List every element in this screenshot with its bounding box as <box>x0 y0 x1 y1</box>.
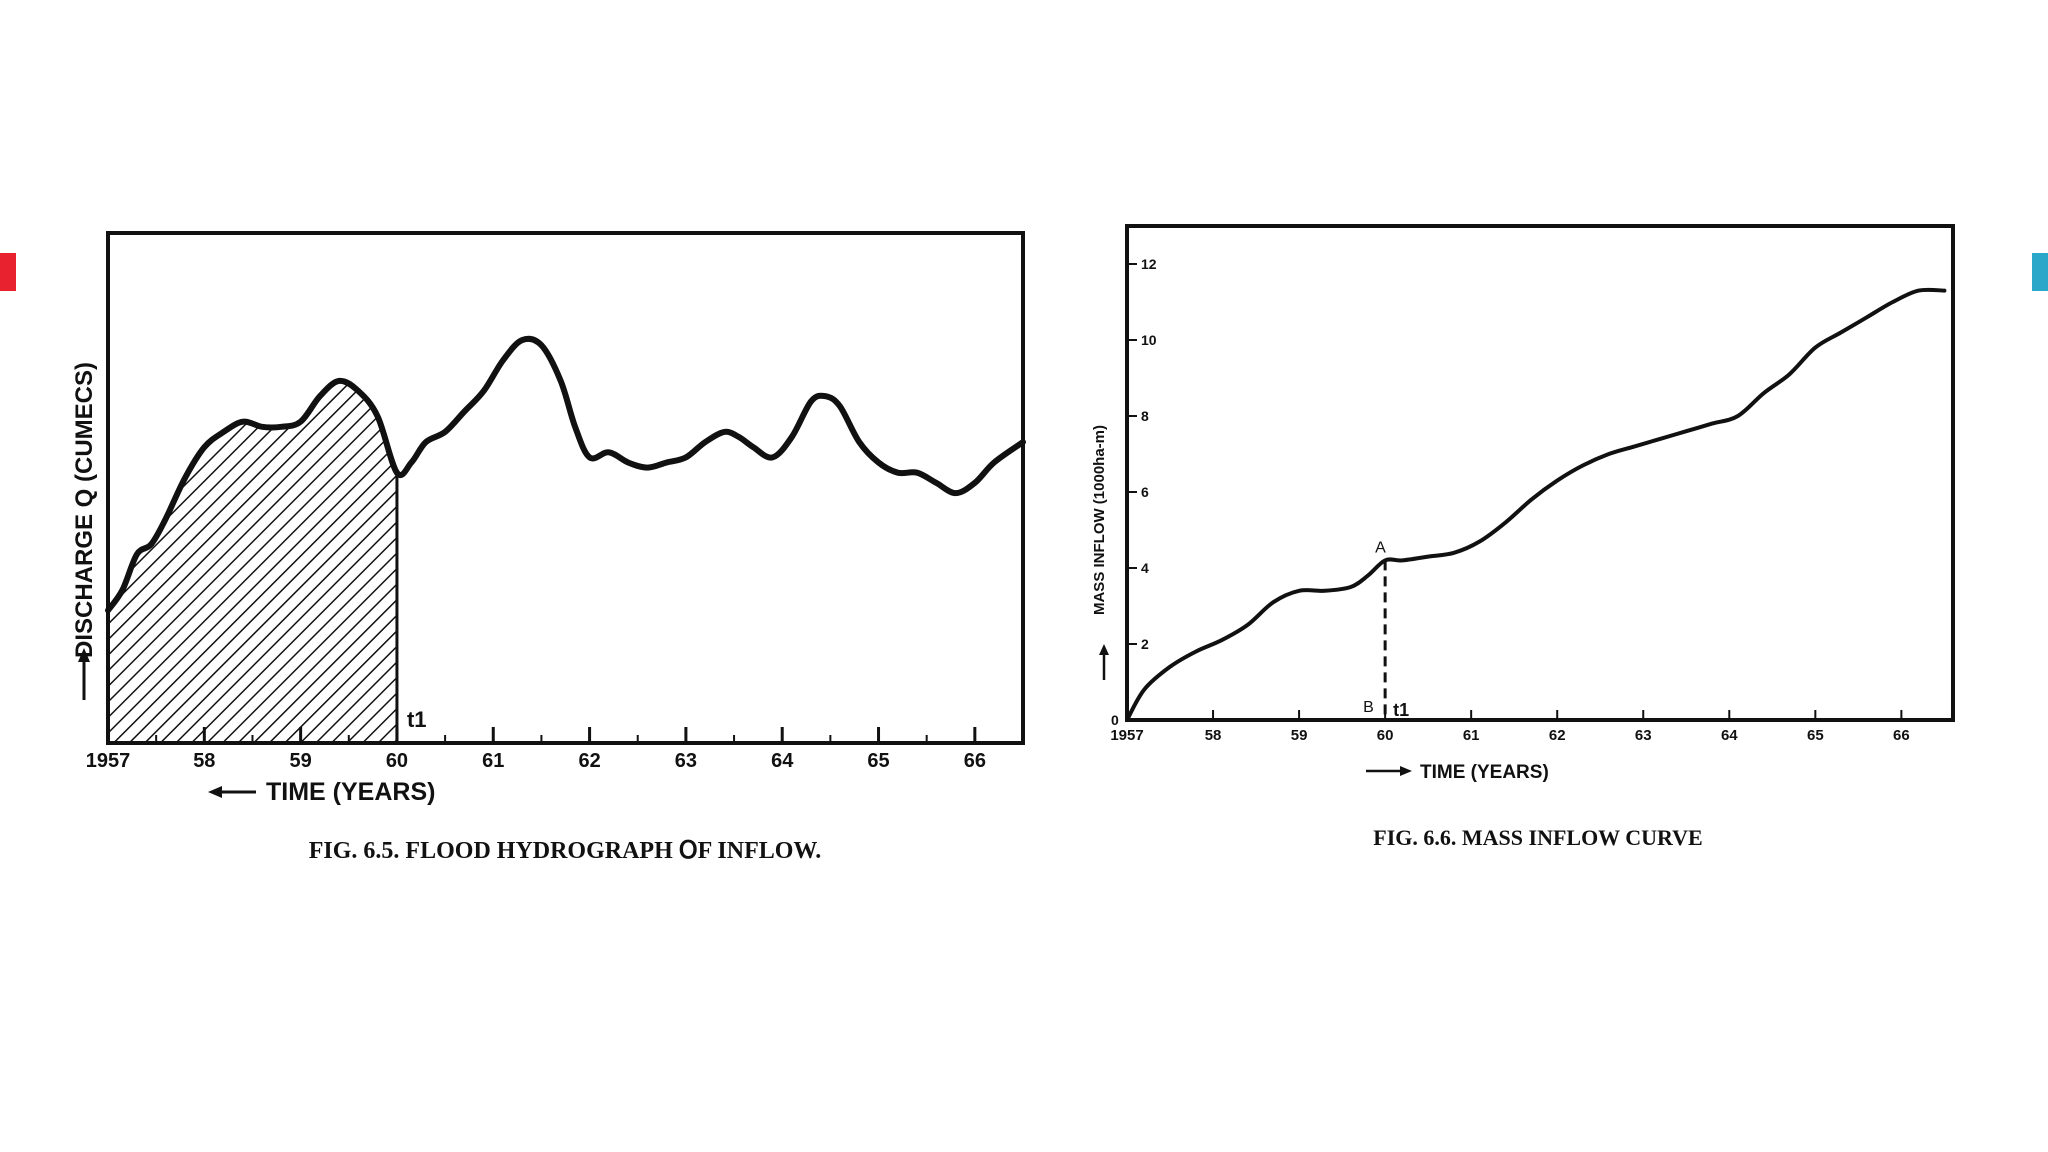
shaded-inflow-area <box>108 380 397 743</box>
mass-inflow-chart: 1957 58 59 60 61 62 63 64 65 66 0 2 4 6 8 10 12 A B t1 MA… <box>1091 224 1955 850</box>
x-tick-label: 59 <box>1291 727 1308 744</box>
x-tick-label: 66 <box>964 750 986 772</box>
x-axis-arrow <box>1366 766 1412 776</box>
y-axis-title: MASS INFLOW (1000ha-m) <box>1091 425 1108 615</box>
point-b-label: B <box>1363 699 1374 716</box>
x-tick-label: 60 <box>1377 727 1394 744</box>
x-tick-label: 60 <box>386 750 408 772</box>
y-tick-label: 10 <box>1141 332 1157 348</box>
y-tick-label: 6 <box>1141 484 1149 500</box>
x-tick-label: 1957 <box>1110 727 1143 744</box>
accent-bar-red <box>0 253 16 291</box>
x-tick-label: 64 <box>771 750 794 772</box>
y-tick-label: 2 <box>1141 636 1149 652</box>
flood-hydrograph-chart: 1957 58 59 60 61 62 63 64 65 66 t1 DISCHARGE Q (C… <box>71 231 1026 864</box>
x-axis-title: TIME (YEARS) <box>1420 762 1549 783</box>
x-tick-label: 59 <box>290 750 312 772</box>
x-tick-label: 61 <box>1463 727 1480 744</box>
x-tick-label: 65 <box>867 750 889 772</box>
figure-caption: FIG. 6.6. MASS INFLOW CURVE <box>1373 825 1702 850</box>
y-axis-title: DISCHARGE Q (CUMECS) <box>71 362 98 658</box>
x-tick-label: 62 <box>578 750 600 772</box>
x-tick-label: 61 <box>482 750 504 772</box>
x-tick-label: 58 <box>1205 727 1222 744</box>
x-axis-title: TIME (YEARS) <box>266 778 435 806</box>
y-axis-arrow <box>1099 644 1109 680</box>
x-axis-arrow <box>208 786 256 798</box>
figure-caption: FIG. 6.5. FLOOD HYDROGRAPH ՕF INFLOW. <box>309 838 821 864</box>
y-axis-arrow <box>78 648 90 700</box>
y-tick-label: 8 <box>1141 408 1149 424</box>
x-tick-label: 58 <box>193 750 215 772</box>
mass-inflow-series-line <box>1125 287 1947 722</box>
x-tick-label: 63 <box>1635 727 1652 744</box>
x-tick-label: 64 <box>1721 727 1738 744</box>
x-tick-label: 65 <box>1807 727 1824 744</box>
t1-annotation: t1 <box>407 707 427 732</box>
y-tick-label: 0 <box>1111 712 1119 728</box>
y-tick-label: 4 <box>1141 560 1149 576</box>
point-a-label: A <box>1375 539 1386 556</box>
x-tick-label: 1957 <box>86 750 131 772</box>
x-tick-label: 63 <box>675 750 697 772</box>
x-tick-label: 62 <box>1549 727 1566 744</box>
t1-annotation: t1 <box>1393 700 1409 720</box>
discharge-series-line <box>105 335 1026 614</box>
x-tick-label: 66 <box>1893 727 1910 744</box>
plot-frame <box>1125 224 1955 722</box>
plot-frame <box>106 231 1025 745</box>
y-tick-label: 12 <box>1141 256 1157 272</box>
accent-bar-blue <box>2032 253 2048 291</box>
